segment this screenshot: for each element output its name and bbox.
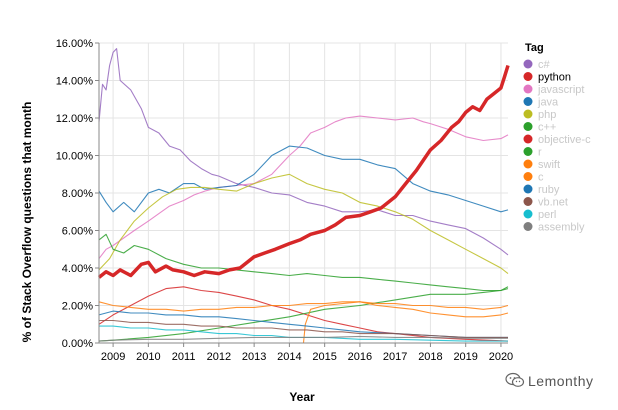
series-line-c-	[98, 48, 509, 256]
legend-symbol[interactable]	[523, 184, 533, 194]
axes: 0.00% 2.00% 4.00% 6.00% 8.00% 10.00% 12.00% 14.…	[56, 38, 514, 363]
x-tick-label: 2012	[207, 351, 231, 363]
series-line-swift	[99, 301, 509, 344]
legend-symbol[interactable]	[523, 209, 533, 219]
legend-symbol[interactable]	[523, 222, 533, 231]
series-line-php	[98, 173, 509, 275]
legend-symbol[interactable]	[523, 134, 533, 144]
legend-label[interactable]: vb.net	[538, 197, 568, 209]
legend-label[interactable]: ruby	[538, 184, 560, 196]
x-tick-label: 2020	[489, 351, 513, 363]
series-line-perl	[99, 325, 508, 342]
legend-symbol[interactable]	[523, 97, 533, 106]
grid	[99, 42, 508, 344]
y-tick-label: 10.00%	[56, 151, 94, 163]
series-line-javascript	[98, 115, 509, 259]
series-line-vb-net	[99, 319, 508, 338]
watermark-text: Lemonthy	[528, 373, 594, 389]
y-tick-label: 2.00%	[62, 301, 93, 313]
legend-title: Tag	[525, 42, 544, 54]
legend-label[interactable]: python	[538, 72, 571, 84]
y-tick-label: 0.00%	[62, 338, 93, 350]
legend-label[interactable]: assembly	[538, 222, 585, 234]
x-tick-label: 2014	[277, 351, 301, 363]
x-tick-label: 2018	[418, 351, 442, 363]
legend-label[interactable]: perl	[538, 209, 556, 221]
legend-label[interactable]: swift	[538, 159, 560, 171]
legend-symbol[interactable]	[523, 59, 533, 69]
y-tick-label: 4.00%	[62, 263, 93, 275]
series-line-c-	[98, 233, 509, 292]
y-tick-label: 12.00%	[56, 113, 94, 125]
legend-label[interactable]: java	[537, 97, 559, 109]
x-axis-title: Year	[289, 390, 315, 404]
y-tick-label: 6.00%	[62, 226, 93, 238]
series-line-python	[97, 64, 510, 279]
legend-symbol[interactable]	[523, 122, 533, 131]
legend-symbol[interactable]	[523, 147, 533, 156]
y-tick-label: 14.00%	[56, 76, 94, 88]
x-tick-label: 2010	[136, 351, 160, 363]
legend[interactable]: Tag c#pythonjavascriptjavaphpc++objectiv…	[523, 42, 592, 234]
x-tick-label: 2009	[101, 351, 125, 363]
legend-label[interactable]: php	[538, 109, 556, 121]
x-tick-label: 2011	[172, 351, 196, 363]
series-line-assembly	[98, 335, 508, 342]
legend-symbol[interactable]	[523, 172, 533, 181]
x-tick-label: 2016	[348, 351, 372, 363]
x-tick-label: 2017	[383, 351, 407, 363]
legend-label[interactable]: c	[538, 172, 544, 184]
y-tick-label: 16.00%	[56, 38, 94, 50]
series-line-r	[98, 288, 509, 342]
x-tick-label: 2013	[242, 351, 266, 363]
y-axis-title: % of Stack Overflow questions that month	[20, 102, 34, 343]
y-tick-label: 8.00%	[62, 188, 93, 200]
legend-label[interactable]: c#	[538, 59, 551, 71]
legend-symbol[interactable]	[523, 84, 533, 94]
legend-label[interactable]: r	[538, 147, 542, 159]
series-layer	[97, 48, 510, 344]
legend-symbol[interactable]	[523, 109, 533, 119]
x-tick-label: 2019	[453, 351, 477, 363]
legend-symbol[interactable]	[523, 72, 533, 81]
legend-symbol[interactable]	[523, 159, 533, 169]
legend-label[interactable]: objective-c	[538, 134, 591, 146]
series-line-java	[98, 145, 509, 213]
legend-label[interactable]: c++	[538, 122, 556, 134]
x-tick-label: 2015	[312, 351, 336, 363]
wechat-icon	[505, 372, 525, 388]
series-line-c	[98, 301, 509, 312]
legend-symbol[interactable]	[523, 197, 533, 206]
legend-label[interactable]: javascript	[537, 84, 584, 96]
